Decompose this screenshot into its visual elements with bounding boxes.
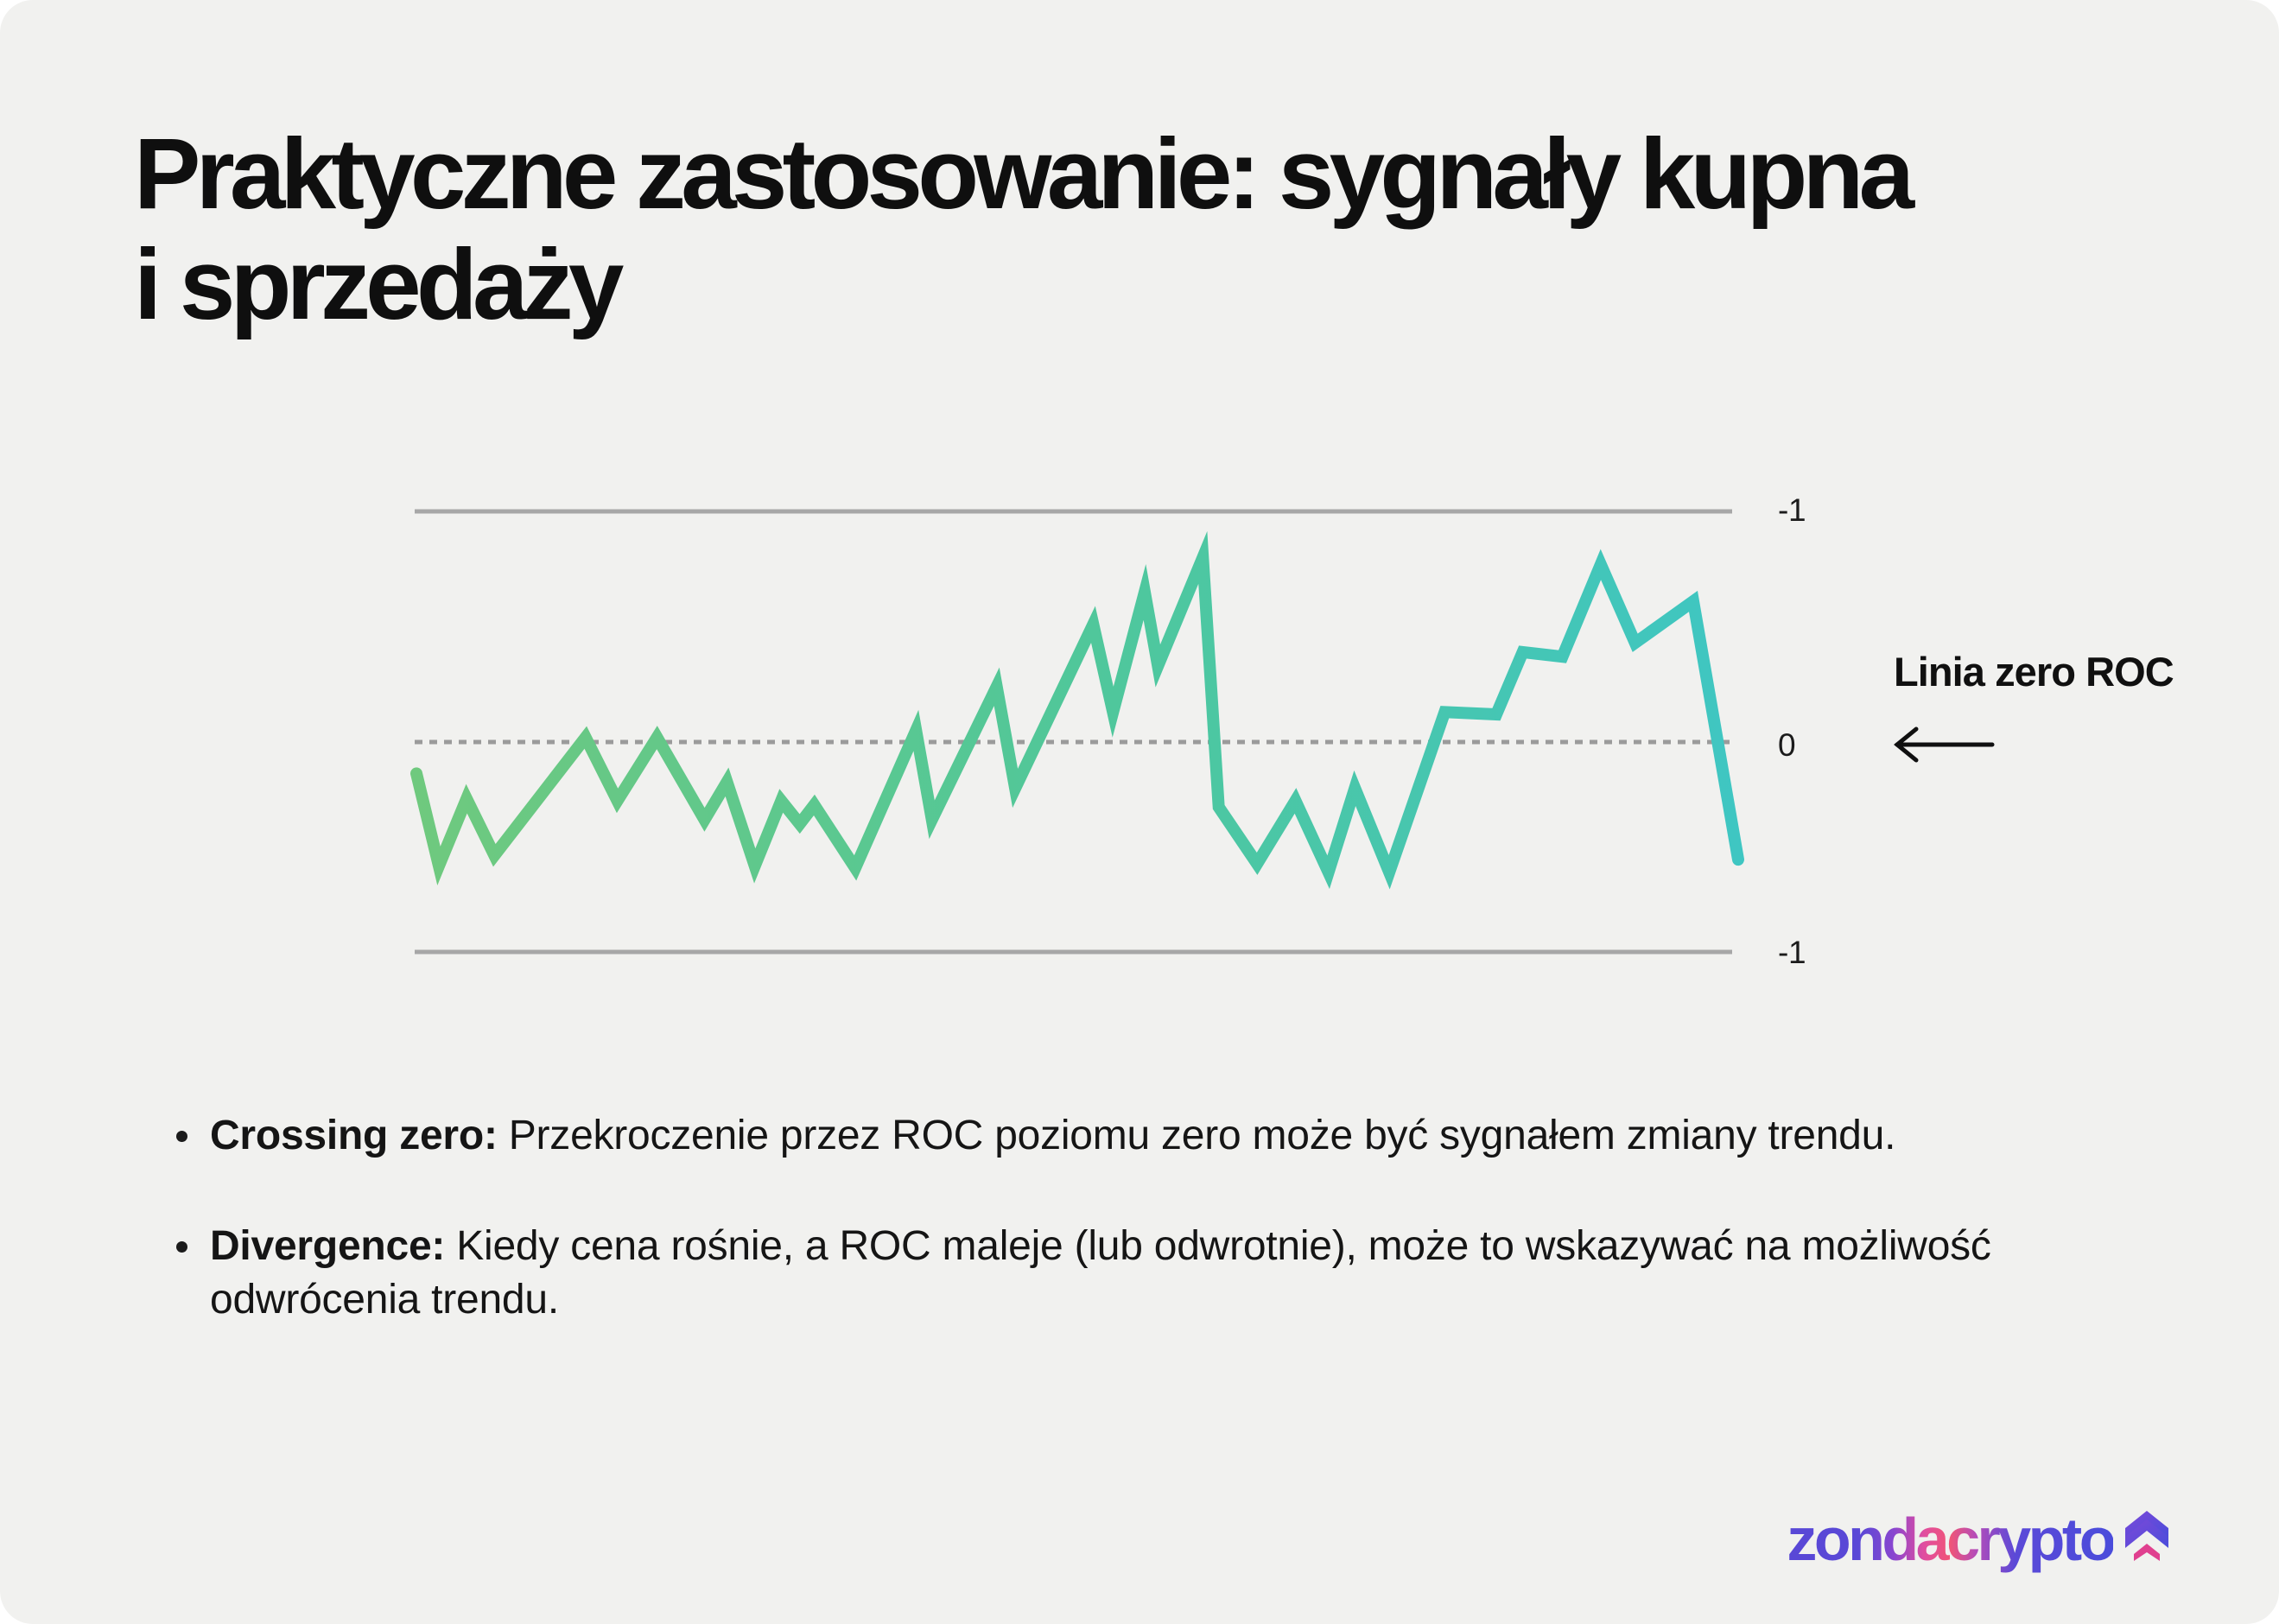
roc-line-chart	[410, 509, 1744, 955]
bullet-item-crossing-zero: Crossing zero: Przekroczenie przez ROC p…	[176, 1109, 2042, 1163]
y-axis-label-zero: 0	[1778, 727, 1796, 763]
bullet-dot	[176, 1131, 187, 1142]
zondacrypto-logo: zondacrypto	[1787, 1505, 2168, 1574]
left-arrow-icon	[1894, 726, 1995, 763]
bullet-text: Divergence: Kiedy cena rośnie, a ROC mal…	[210, 1220, 2007, 1327]
bullet-body: Kiedy cena rośnie, a ROC maleje (lub odw…	[210, 1223, 1991, 1323]
bullet-body: Przekroczenie przez ROC poziomu zero moż…	[497, 1113, 1896, 1158]
page-title-line-2: i sprzedaży	[134, 227, 624, 340]
zero-line-annotation: Linia zero ROC	[1894, 649, 2174, 695]
bullet-dot	[176, 1241, 187, 1253]
bullet-lead: Divergence:	[210, 1223, 446, 1269]
logo-wordmark: zondacrypto	[1787, 1506, 2116, 1573]
page-title: Praktyczne zastosowanie: sygnały kupna i…	[134, 117, 2147, 340]
roc-series-line	[410, 530, 1744, 890]
bullet-item-divergence: Divergence: Kiedy cena rośnie, a ROC mal…	[176, 1220, 2042, 1327]
y-axis-label-bottom: -1	[1778, 935, 1806, 970]
y-axis-label-top: -1	[1778, 492, 1806, 528]
bullet-text: Crossing zero: Przekroczenie przez ROC p…	[210, 1109, 1895, 1163]
page-title-line-1: Praktyczne zastosowanie: sygnały kupna	[134, 117, 1914, 230]
bullet-lead: Crossing zero:	[210, 1113, 498, 1158]
spruce-tree-icon	[2125, 1511, 2168, 1561]
